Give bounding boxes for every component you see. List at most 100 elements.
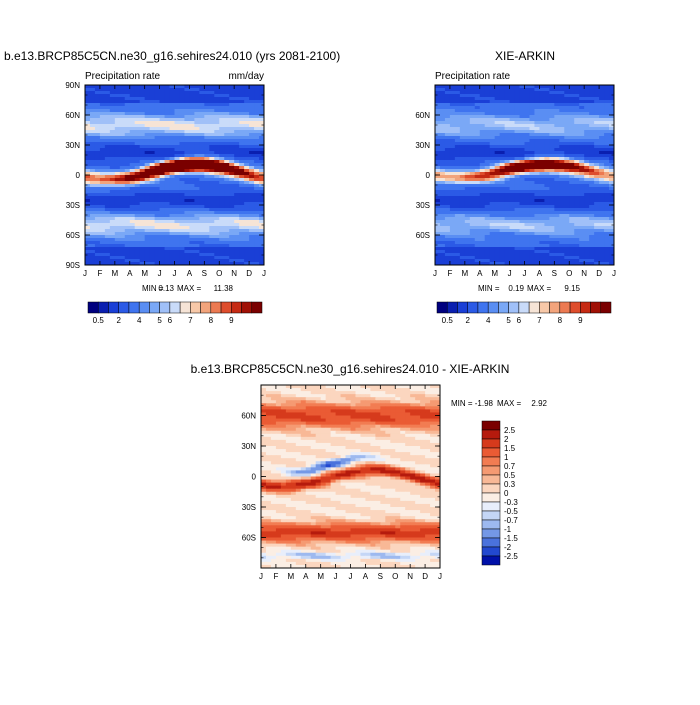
field-cell <box>160 136 165 140</box>
field-cell <box>120 205 125 209</box>
field-cell <box>559 205 564 209</box>
field-cell <box>254 208 259 212</box>
field-cell <box>385 388 390 392</box>
field-cell <box>140 241 145 245</box>
field-cell <box>589 190 594 194</box>
field-cell <box>534 193 539 197</box>
field-cell <box>110 193 115 197</box>
field-cell <box>160 100 165 104</box>
field-cell <box>316 416 321 420</box>
field-cell <box>189 217 194 221</box>
field-cell <box>184 220 189 224</box>
field-cell <box>584 115 589 119</box>
field-cell <box>465 97 470 101</box>
field-cell <box>599 187 604 191</box>
field-cell <box>520 115 525 119</box>
field-cell <box>569 187 574 191</box>
field-cell <box>534 190 539 194</box>
field-cell <box>440 109 445 113</box>
field-cell <box>510 163 515 167</box>
field-cell <box>549 97 554 101</box>
field-cell <box>105 145 110 149</box>
field-cell <box>311 403 316 407</box>
field-cell <box>120 214 125 218</box>
field-cell <box>559 130 564 134</box>
field-cell <box>355 403 360 407</box>
field-cell <box>470 118 475 122</box>
field-cell <box>430 406 435 410</box>
field-cell <box>525 91 530 95</box>
field-cell <box>525 232 530 236</box>
field-cell <box>415 385 420 389</box>
field-cell <box>490 157 495 161</box>
field-cell <box>90 214 95 218</box>
field-cell <box>125 100 130 104</box>
field-cell <box>125 205 130 209</box>
field-cell <box>135 97 140 101</box>
field-cell <box>204 97 209 101</box>
field-cell <box>574 94 579 98</box>
field-cell <box>465 112 470 116</box>
field-cell <box>95 139 100 143</box>
field-cell <box>395 409 400 413</box>
field-cell <box>515 190 520 194</box>
field-cell <box>554 220 559 224</box>
field-cell <box>455 193 460 197</box>
colorbar-box <box>478 302 488 313</box>
field-cell <box>90 184 95 188</box>
field-cell <box>589 250 594 254</box>
field-cell <box>209 184 214 188</box>
field-cell <box>460 232 465 236</box>
field-cell <box>455 118 460 122</box>
field-cell <box>435 259 440 263</box>
x-tick-label: S <box>552 269 557 278</box>
field-cell <box>160 172 165 176</box>
field-cell <box>435 124 440 128</box>
field-cell <box>135 127 140 131</box>
field-cell <box>140 94 145 98</box>
field-cell <box>219 103 224 107</box>
field-cell <box>179 166 184 170</box>
field-cell <box>515 208 520 212</box>
field-cell <box>564 211 569 215</box>
field-cell <box>485 121 490 125</box>
field-cell <box>539 238 544 242</box>
field-cell <box>115 100 120 104</box>
field-cell <box>95 103 100 107</box>
field-cell <box>234 190 239 194</box>
field-cell <box>520 223 525 227</box>
field-cell <box>95 112 100 116</box>
field-cell <box>179 142 184 146</box>
field-cell <box>175 199 180 203</box>
field-cell <box>224 259 229 263</box>
field-cell <box>470 121 475 125</box>
field-cell <box>544 97 549 101</box>
field-cell <box>505 130 510 134</box>
x-tick-label: J <box>173 269 177 278</box>
field-cell <box>525 211 530 215</box>
field-cell <box>316 409 321 413</box>
field-cell <box>125 232 130 236</box>
field-cell <box>239 97 244 101</box>
field-cell <box>165 172 170 176</box>
field-cell <box>175 91 180 95</box>
field-cell <box>249 112 254 116</box>
field-cell <box>490 205 495 209</box>
field-cell <box>485 220 490 224</box>
field-cell <box>435 157 440 161</box>
field-cell <box>529 229 534 233</box>
field-cell <box>544 130 549 134</box>
field-cell <box>574 175 579 179</box>
field-cell <box>214 163 219 167</box>
field-cell <box>249 166 254 170</box>
field-cell <box>155 109 160 113</box>
field-cell <box>554 124 559 128</box>
field-cell <box>341 388 346 392</box>
field-cell <box>150 88 155 92</box>
field-cell <box>244 238 249 242</box>
field-cell <box>219 118 224 122</box>
field-cell <box>490 214 495 218</box>
field-cell <box>534 208 539 212</box>
field-cell <box>209 202 214 206</box>
field-cell <box>194 133 199 137</box>
